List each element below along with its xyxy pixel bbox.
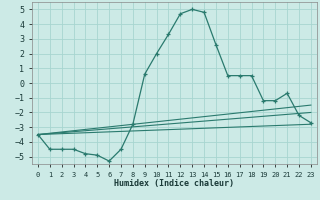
X-axis label: Humidex (Indice chaleur): Humidex (Indice chaleur)	[115, 179, 234, 188]
